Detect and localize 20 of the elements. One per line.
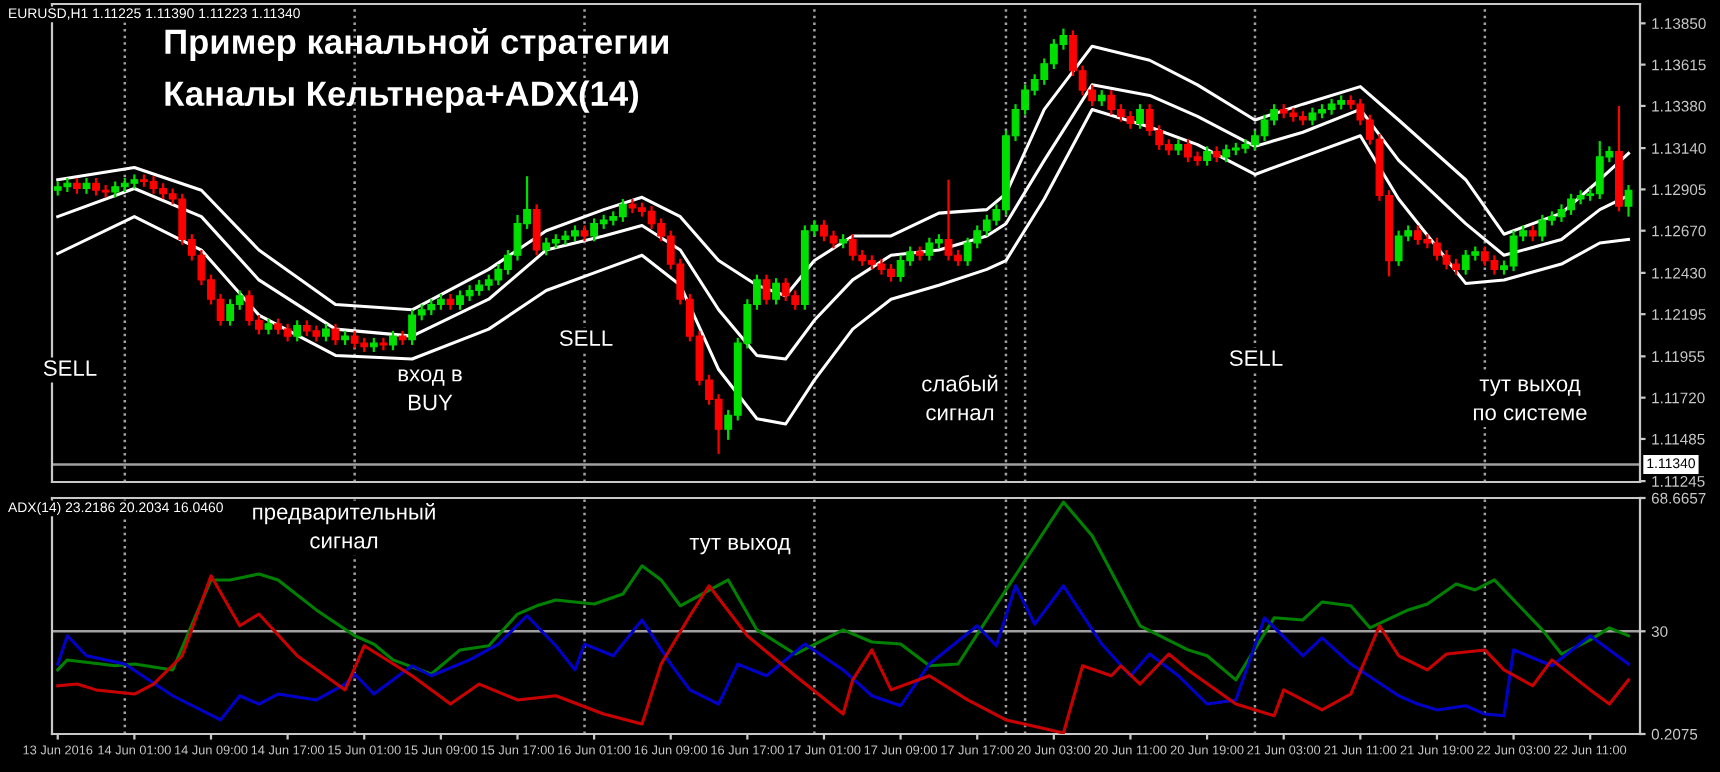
candlestick: [1136, 103, 1144, 130]
annotation: тут выход по системе: [1473, 379, 1587, 421]
candlestick: [1203, 145, 1211, 167]
annotation: предварительный сигнал: [253, 503, 435, 549]
annotation: вход в BUY: [398, 369, 462, 411]
candlestick: [1624, 183, 1633, 218]
candlestick: [293, 319, 302, 343]
annotation: SELL: [43, 360, 97, 376]
annotation: SELL: [1229, 350, 1283, 366]
candlestick: [331, 322, 340, 347]
annotation: слабый сигнал: [922, 374, 998, 421]
text: Каналы Кельтнера+ADX(14): [165, 80, 639, 113]
annotation: тут выход: [689, 537, 791, 555]
candlestick: [762, 273, 771, 306]
text: Пример канальной стратегии: [165, 27, 668, 61]
annotation: SELL: [559, 330, 613, 346]
candlestick: [389, 329, 397, 352]
candlestick: [772, 277, 780, 306]
candlestick: [379, 336, 388, 352]
candlestick: [532, 203, 541, 257]
